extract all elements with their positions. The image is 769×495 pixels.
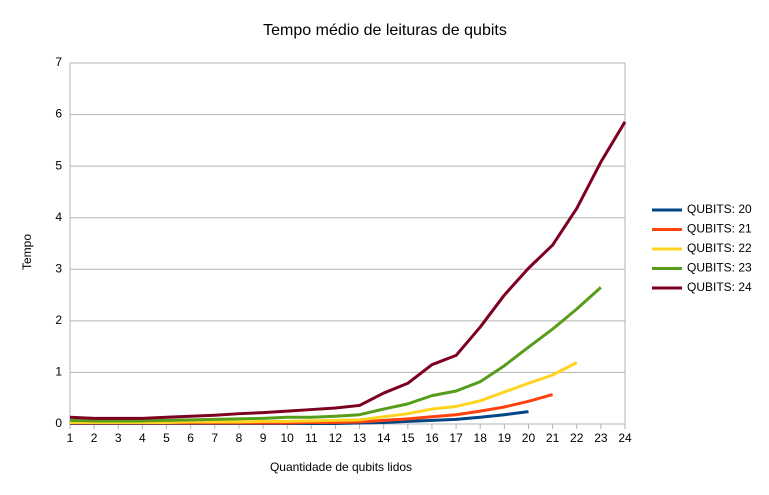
- legend-label: QUBITS: 23: [687, 261, 752, 275]
- x-tick-label: 1: [67, 431, 74, 445]
- x-tick-label: 12: [329, 431, 343, 445]
- x-tick-label: 4: [139, 431, 146, 445]
- x-tick-label: 16: [425, 431, 439, 445]
- chart-title: Tempo médio de leituras de qubits: [263, 22, 507, 39]
- x-tick-label: 9: [260, 431, 267, 445]
- x-tick-label: 14: [377, 431, 391, 445]
- y-axis-label: Tempo: [20, 234, 34, 270]
- x-tick-label: 5: [163, 431, 170, 445]
- x-tick-label: 20: [522, 431, 536, 445]
- y-tick-label: 1: [55, 365, 62, 379]
- legend-label: QUBITS: 24: [687, 280, 752, 294]
- x-tick-label: 6: [187, 431, 194, 445]
- x-tick-label: 17: [449, 431, 463, 445]
- x-tick-label: 18: [474, 431, 488, 445]
- x-tick-label: 3: [115, 431, 122, 445]
- y-tick-label: 6: [55, 107, 62, 121]
- series-line: [69, 121, 627, 420]
- y-tick-label: 4: [55, 210, 62, 224]
- y-tick-label: 2: [55, 313, 62, 327]
- x-tick-label: 21: [546, 431, 560, 445]
- y-tick-label: 0: [55, 416, 62, 430]
- x-tick-label: 24: [618, 431, 632, 445]
- x-tick-label: 11: [305, 431, 318, 445]
- x-tick-label: 23: [594, 431, 608, 445]
- x-tick-label: 22: [570, 431, 584, 445]
- x-tick-label: 13: [353, 431, 367, 445]
- x-tick-label: 15: [401, 431, 415, 445]
- legend-label: QUBITS: 20: [687, 202, 752, 216]
- y-tick-label: 7: [55, 55, 62, 69]
- x-tick-label: 7: [211, 431, 218, 445]
- x-tick-label: 19: [498, 431, 512, 445]
- legend-label: QUBITS: 22: [687, 241, 752, 255]
- series-line: [70, 361, 578, 424]
- y-tick-label: 3: [55, 261, 62, 275]
- x-tick-label: 2: [91, 431, 98, 445]
- x-axis-label: Quantidade de qubits lidos: [270, 460, 412, 474]
- legend-label: QUBITS: 21: [687, 222, 752, 236]
- x-tick-label: 10: [280, 431, 294, 445]
- x-tick-label: 8: [236, 431, 243, 445]
- series-line: [69, 286, 602, 423]
- y-tick-label: 5: [55, 158, 62, 172]
